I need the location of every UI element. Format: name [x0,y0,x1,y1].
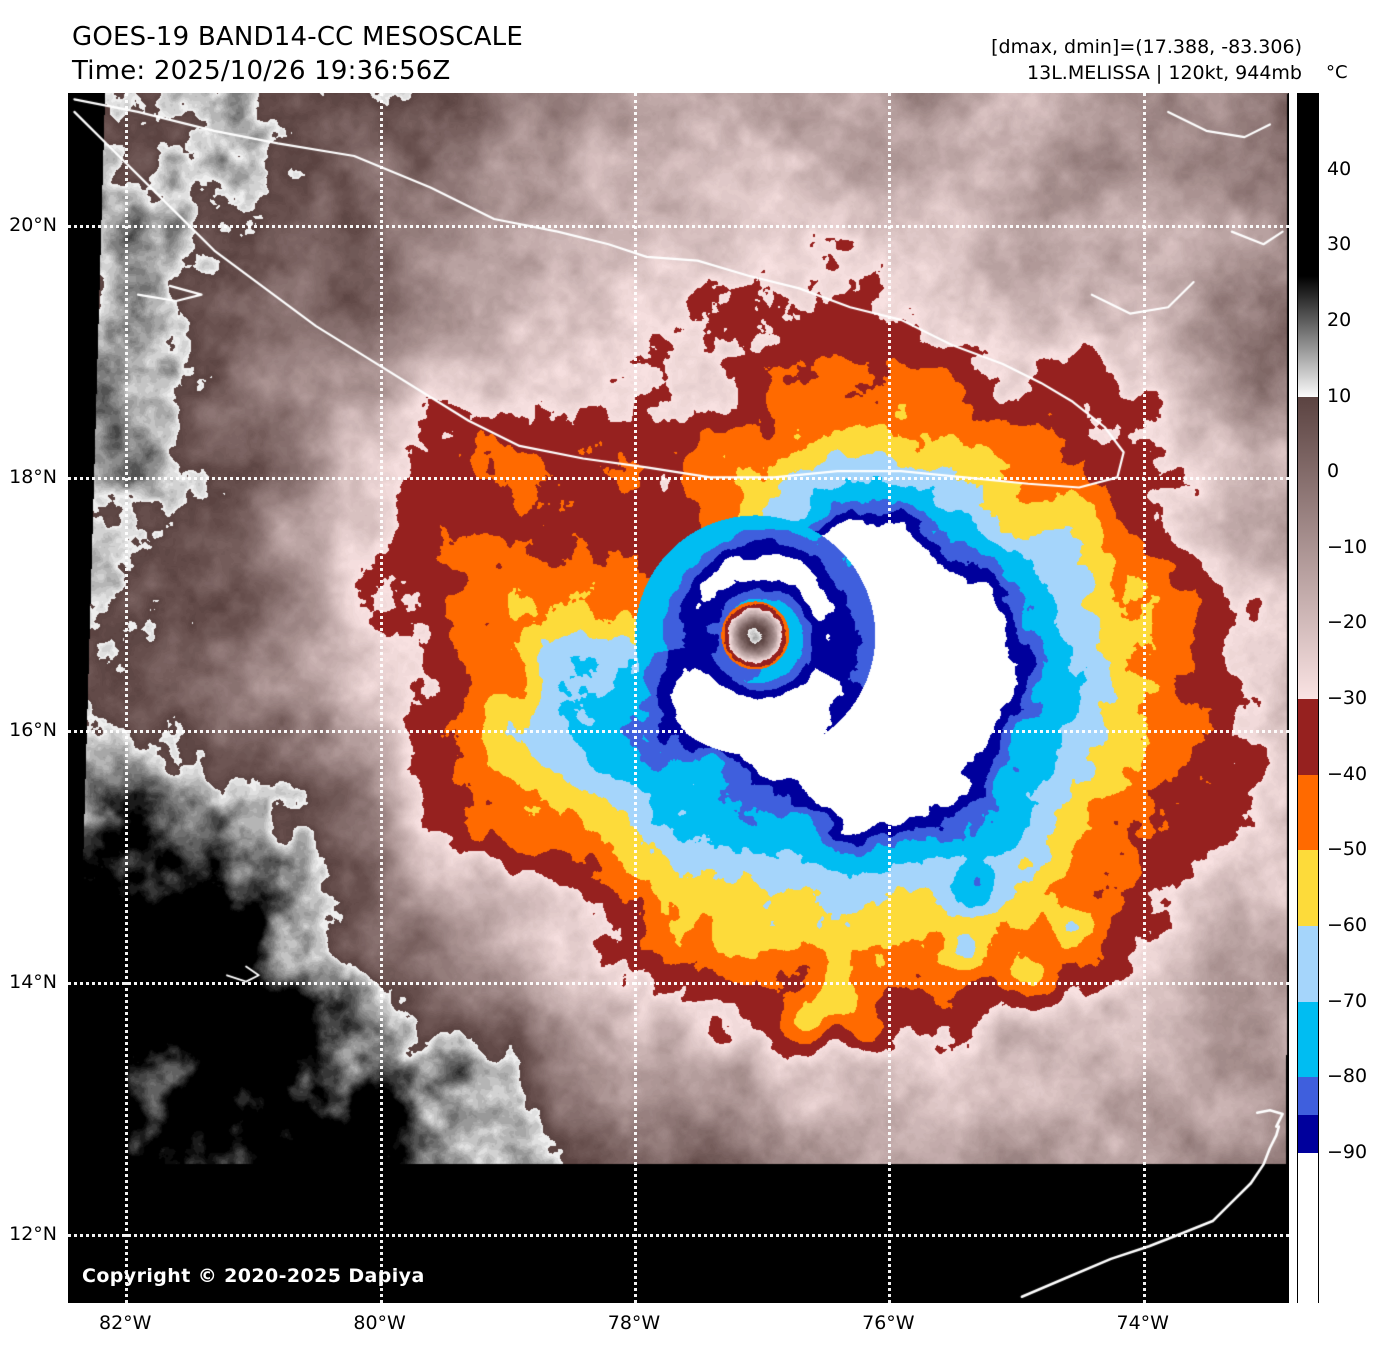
colorbar-tick-label: −60 [1327,913,1368,936]
colorbar-tick-label: −70 [1327,989,1368,1012]
colorbar-segment [1298,774,1318,851]
title-block: GOES-19 BAND14-CC MESOSCALE Time: 2025/1… [72,20,523,88]
lon-tick-label: 82°W [99,1312,152,1334]
metadata-block: [dmax, dmin]=(17.388, -83.306) 13L.MELIS… [991,34,1302,86]
colorbar-segment [1298,850,1318,926]
colorbar-tick-label: 10 [1327,384,1352,407]
lat-tick-label: 14°N [9,970,57,993]
colorbar-tick-label: 40 [1327,157,1352,180]
colorbar-segment [1298,1114,1318,1153]
gridline-lon [1142,93,1146,1303]
colorbar-segment [1298,925,1318,1002]
gridline-lon [633,93,637,1303]
storm-info-label: 13L.MELISSA | 120kt, 944mb [1027,62,1302,84]
colorbar[interactable] [1297,93,1319,1304]
page-title: GOES-19 BAND14-CC MESOSCALE [72,22,523,52]
lat-tick-label: 20°N [9,214,57,237]
lat-tick-label: 16°N [9,718,57,741]
colorbar-tick-label: 30 [1327,233,1352,256]
colorbar-tick-label: 0 [1327,460,1340,483]
timestamp-label: Time: 2025/10/26 19:36:56Z [72,56,451,86]
colorbar-segment [1298,396,1318,699]
gridline-lon [379,93,383,1303]
gridline-lat [68,477,1289,481]
colorbar-segment [1298,94,1318,276]
lon-tick-label: 76°W [862,1312,915,1334]
colorbar-segment [1298,1152,1318,1304]
colorbar-tick-label: −90 [1327,1140,1368,1163]
colorbar-unit-label: °C [1326,62,1348,83]
colorbar-segment [1298,699,1318,775]
gridline-lon [125,93,129,1303]
lon-tick-label: 80°W [353,1312,406,1334]
colorbar-tick-label: −30 [1327,687,1368,709]
lon-tick-label: 78°W [607,1312,661,1334]
colorbar-tick-label: −10 [1327,535,1368,558]
gridline-lon [888,93,892,1303]
colorbar-segment [1298,1077,1318,1115]
lon-tick-label: 74°W [1116,1312,1169,1334]
colorbar-tick-label: 20 [1327,308,1352,331]
gridline-lat [68,729,1289,733]
lat-tick-label: 12°N [9,1222,57,1245]
colorbar-tick-label: −50 [1327,838,1368,861]
colorbar-tick-label: −40 [1327,762,1368,785]
satellite-map[interactable]: Copyright © 2020-2025 Dapiya [68,93,1289,1303]
colorbar-segment [1298,1001,1318,1078]
lat-tick-label: 18°N [9,466,57,489]
colorbar-gradient [1298,94,1318,1304]
satellite-image-canvas [68,93,1289,1303]
dmax-dmin-label: [dmax, dmin]=(17.388, -83.306) [991,36,1302,58]
copyright-label: Copyright © 2020-2025 Dapiya [82,1265,425,1287]
colorbar-tick-label: −20 [1327,611,1368,634]
colorbar-segment [1298,275,1318,397]
gridline-lat [68,1233,1289,1237]
gridline-lat [68,981,1289,985]
colorbar-tick-label: −80 [1327,1065,1368,1088]
gridline-lat [68,225,1289,229]
